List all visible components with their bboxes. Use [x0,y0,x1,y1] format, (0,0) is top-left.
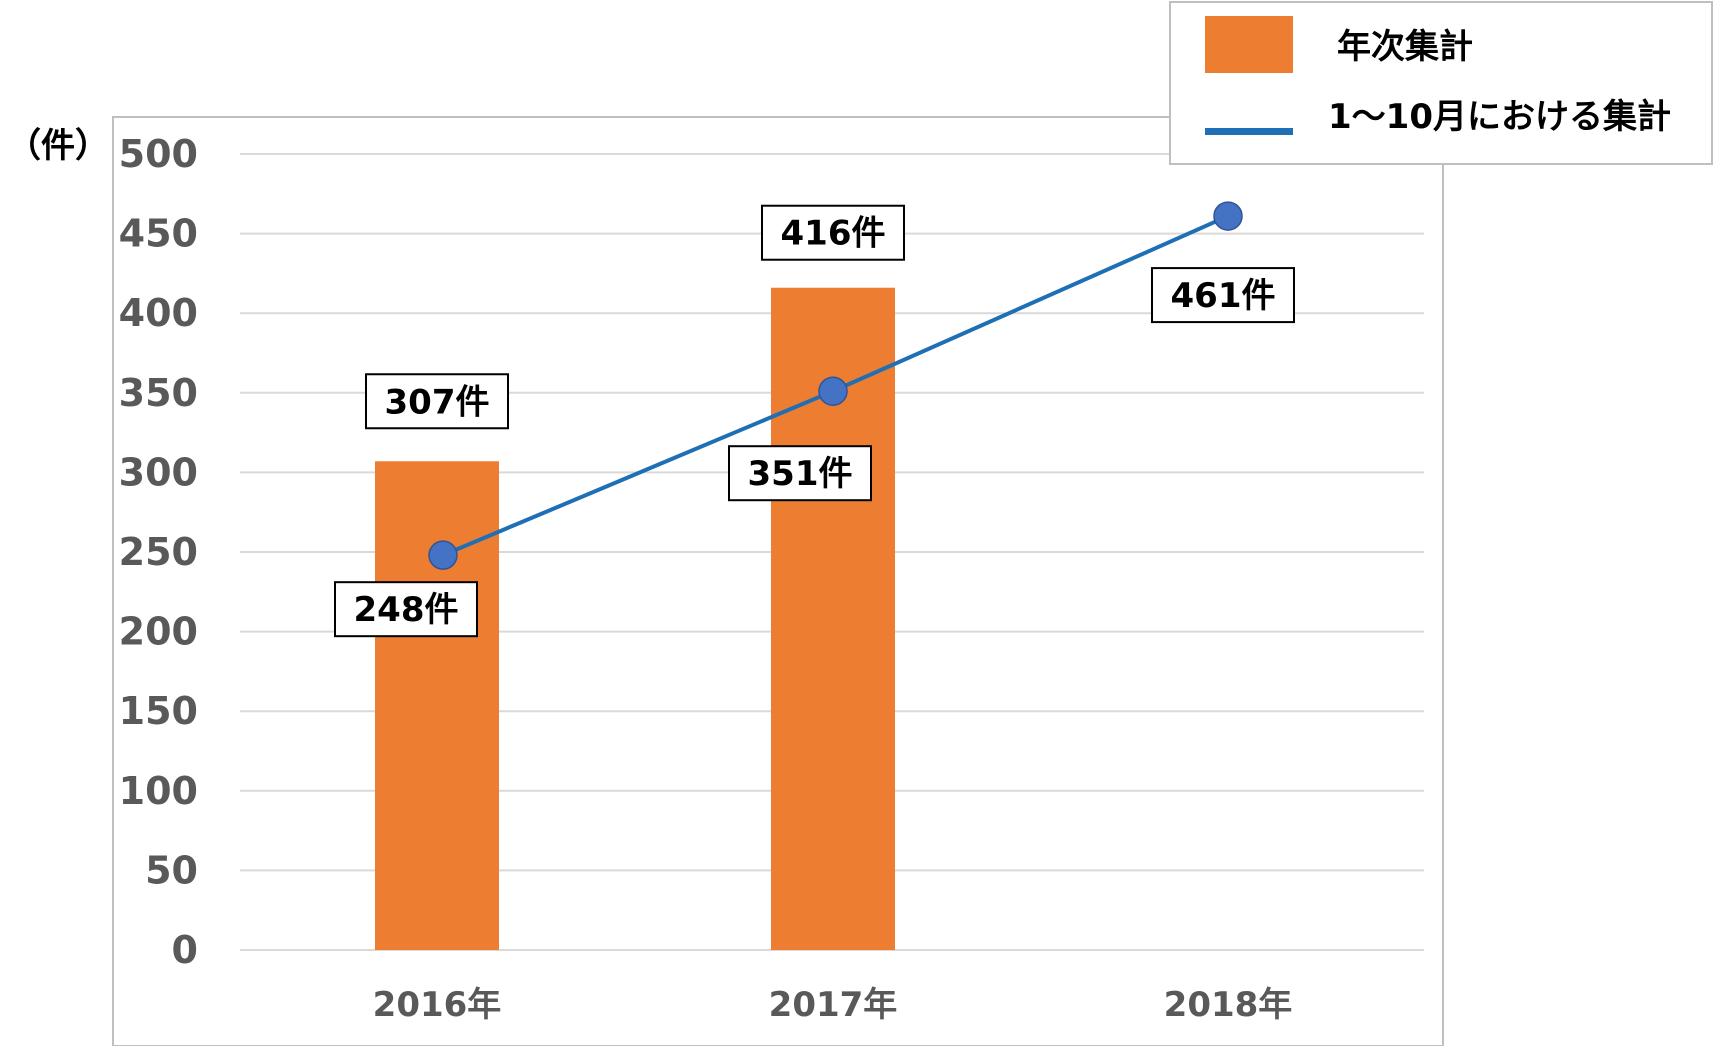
y-tick-label: 500 [119,132,198,176]
x-category-label: 2018年 [1164,985,1293,1025]
line-data-label: 351件 [748,454,853,494]
x-category-label: 2016年 [373,985,502,1025]
bar-data-label: 416件 [781,214,886,254]
x-category-label: 2017年 [769,985,898,1025]
line-point [1213,201,1243,231]
line-point [818,376,848,406]
legend: 年次集計 1～10月における集計 [1169,1,1713,165]
line-data-label-box [334,581,478,638]
legend-label-jan-oct: 1～10月における集計 [1328,97,1671,137]
axes: 0 50 100 150 200 250 300 350 400 450 500 2016年 2017年… [119,132,1293,1025]
y-tick-label: 250 [119,530,198,574]
y-tick-label: 450 [119,212,198,256]
y-tick-label: 100 [119,769,198,813]
legend-label-annual: 年次集計 [1337,27,1473,67]
line-data-label: 248件 [354,590,459,630]
y-tick-label: 150 [119,689,198,733]
legend-bar-swatch [1205,16,1293,73]
y-tick-label: 0 [172,928,198,972]
y-tick-label: 200 [119,610,198,654]
line-data-label-box [1151,267,1295,324]
y-tick-label: 50 [145,848,198,892]
y-tick-label: 400 [119,291,198,335]
line-data-label-box [728,445,872,502]
y-tick-label: 300 [119,450,198,494]
bar [375,461,499,950]
line-data-label: 461件 [1171,276,1276,316]
bar-data-label-box [761,204,905,261]
data-labels: 307件 416件 248件 351件 461件 [334,204,1295,638]
bar-data-label-box [365,373,509,430]
line-series [428,201,1243,570]
y-axis-unit-label: （件） [7,126,109,166]
y-tick-label: 350 [119,371,198,415]
line-point [428,540,458,570]
bar-data-label: 307件 [385,382,490,422]
legend-line-swatch [1205,128,1293,135]
